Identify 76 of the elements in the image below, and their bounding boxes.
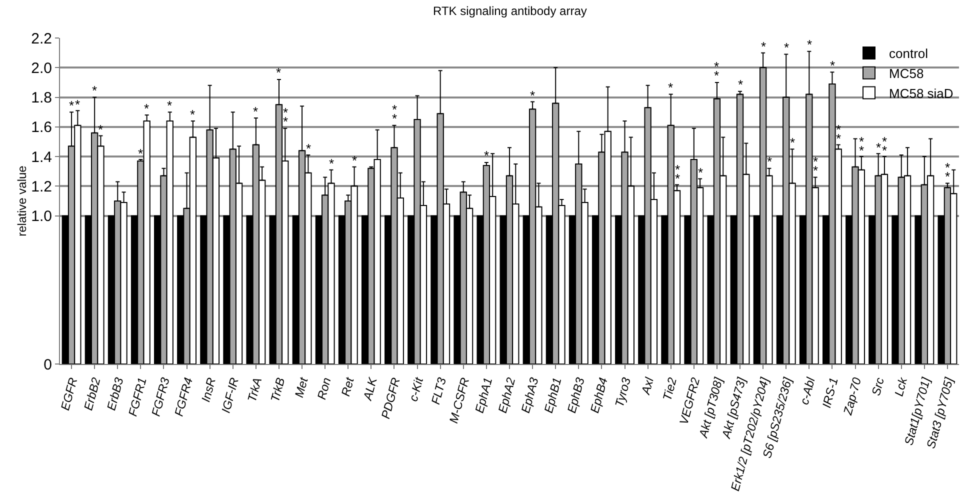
annotation: * (352, 153, 358, 168)
x-tick-label: FGFR1 (126, 376, 150, 418)
x-tick-label: Zap-70 (840, 376, 864, 418)
x-tick-label: EphA1 (472, 376, 496, 415)
annotation: * (75, 97, 80, 112)
x-tick-label: PDGFR (378, 376, 404, 420)
x-tick-label: EphB1 (541, 376, 564, 415)
legend-label: MC58 siaD (889, 86, 954, 101)
y-tick-label: 1.2 (31, 178, 52, 196)
x-tick-label: IRS-1 (819, 376, 841, 410)
x-tick-label: c-Kit (406, 375, 426, 403)
y-tick-label: 2.0 (31, 60, 52, 77)
annotation: * (138, 146, 144, 161)
annotation: * (668, 80, 674, 95)
annotation: * (392, 111, 398, 126)
annotation: * (784, 40, 790, 55)
x-tick-label: EphA2 (495, 376, 518, 415)
annotation: * (767, 154, 772, 169)
y-tick-label: 1.8 (31, 90, 52, 107)
y-tick-label: 2.2 (31, 30, 52, 48)
x-tick-label: ErbB3 (104, 376, 126, 412)
x-tick-label: FGFR4 (172, 376, 196, 418)
y-tick-label: 1.4 (31, 148, 52, 166)
x-tick-label: IGF-IR (218, 376, 242, 415)
annotation: * (276, 65, 282, 80)
x-tick-label: EphB3 (564, 376, 588, 415)
y-tick-label: 1.0 (31, 208, 52, 226)
x-tick-label: EphB4 (588, 376, 610, 415)
annotation: * (190, 107, 196, 122)
x-tick-label: ErbB2 (81, 376, 104, 412)
x-tick-label: Axl (638, 376, 657, 397)
annotation: * (69, 98, 74, 113)
y-tick-label: 1.6 (31, 119, 52, 136)
annotation: * (836, 131, 842, 146)
x-tick-label: TrkA (244, 376, 265, 404)
x-tick-label: InsR (198, 376, 219, 404)
annotation: * (738, 77, 744, 92)
x-tick-label: TrkB (268, 376, 288, 404)
chart-title: RTK signaling antibody array (433, 4, 587, 18)
y-tick-label: 0 (44, 356, 52, 374)
annotation: * (92, 83, 98, 98)
annotation: * (675, 171, 680, 186)
y-axis-title: relative value (15, 165, 29, 236)
annotation: * (830, 58, 836, 73)
annotation: * (144, 101, 150, 116)
annotation: * (790, 135, 796, 150)
annotation: * (761, 39, 766, 54)
annotation: * (167, 98, 172, 113)
annotation: * (98, 122, 104, 137)
annotation: * (945, 169, 950, 184)
annotation: * (530, 88, 536, 103)
x-tick-label: ALK (360, 375, 380, 403)
x-tick-label: EphA3 (518, 376, 542, 415)
annotation: * (876, 140, 882, 155)
x-tick-label: Met (292, 375, 311, 400)
annotation: * (882, 143, 888, 158)
annotation: * (306, 141, 312, 156)
x-tick-label: Ron (314, 376, 334, 401)
annotation: * (714, 68, 720, 83)
x-tick-label: FGFR3 (148, 376, 173, 418)
annotation: * (484, 148, 490, 163)
annotation: * (807, 37, 812, 52)
legend-label: control (889, 46, 928, 62)
annotation: * (329, 156, 334, 171)
x-tick-label: EGFR (58, 376, 80, 412)
x-tick-label: Lck (892, 375, 910, 398)
annotation: * (698, 165, 704, 180)
x-tick-label: Ret (338, 375, 357, 398)
x-tick-label: c-Abl (797, 376, 818, 406)
x-tick-label: Src (868, 376, 888, 398)
x-tick-label: Tyro3 (612, 376, 634, 409)
legend-label: MC58 (889, 66, 924, 81)
annotation: * (859, 143, 864, 158)
annotation: * (283, 114, 288, 129)
annotation: * (813, 163, 818, 178)
annotation: * (253, 104, 258, 119)
